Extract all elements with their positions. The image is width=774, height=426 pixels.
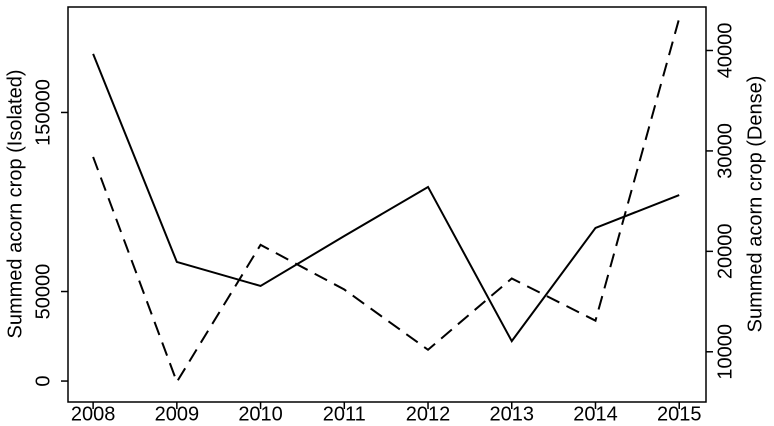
y-tick-label: 50000 bbox=[32, 264, 54, 320]
x-tick-label: 2013 bbox=[490, 403, 535, 425]
x-tick-label: 2008 bbox=[71, 403, 116, 425]
y2-tick-label: 30000 bbox=[714, 123, 736, 179]
x-tick-label: 2015 bbox=[657, 403, 702, 425]
series-line bbox=[92, 18, 681, 385]
x-tick-label: 2009 bbox=[155, 403, 200, 425]
x-tick-label: 2012 bbox=[406, 403, 451, 425]
y2-tick-label: 20000 bbox=[714, 224, 736, 280]
y-tick-label: 150000 bbox=[32, 79, 54, 146]
y2-axis-label: Summed acorn crop (Dense) bbox=[744, 76, 766, 333]
y-tick-label: 0 bbox=[32, 375, 54, 386]
x-tick-label: 2010 bbox=[238, 403, 283, 425]
x-tick-label: 2011 bbox=[323, 403, 366, 425]
x-tick-label: 2014 bbox=[573, 403, 618, 425]
plot-frame bbox=[67, 6, 707, 403]
y-axis-label: Summed acorn crop (Isolated) bbox=[4, 69, 26, 338]
y2-tick-label: 10000 bbox=[714, 324, 736, 380]
y2-tick-label: 40000 bbox=[714, 23, 736, 79]
series-line bbox=[92, 53, 680, 343]
